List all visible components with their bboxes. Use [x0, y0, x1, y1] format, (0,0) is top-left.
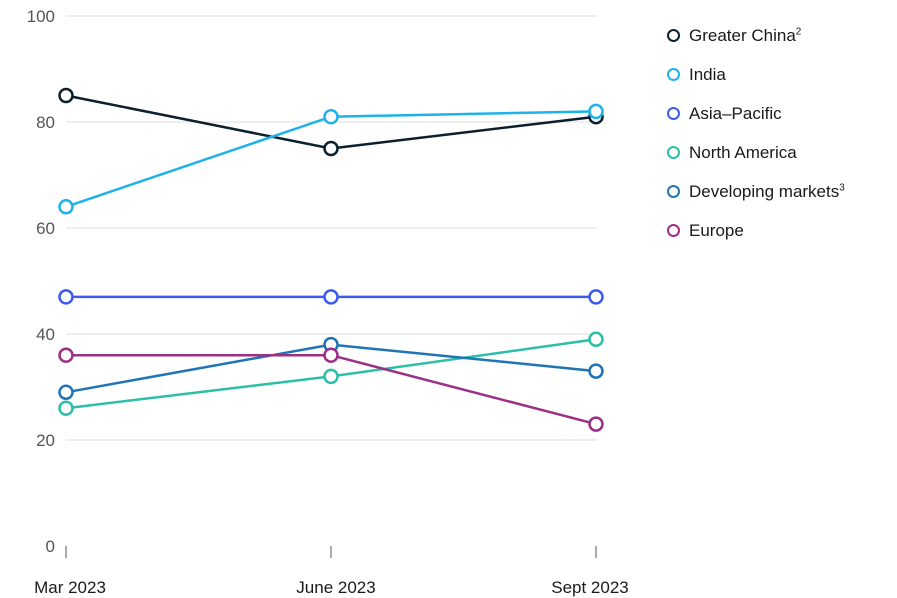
x-tick-label: Sept 2023 — [551, 578, 629, 597]
legend-label: North America — [689, 143, 797, 163]
legend-marker — [667, 68, 680, 81]
legend-item: North America — [667, 133, 845, 172]
legend-series-name: India — [689, 64, 726, 84]
data-point — [58, 347, 74, 363]
data-point — [323, 108, 339, 125]
data-point — [58, 400, 74, 416]
legend-item: Developing markets3 — [667, 172, 845, 211]
legend-item: India — [667, 55, 845, 94]
legend-item: Asia–Pacific — [667, 94, 845, 133]
y-tick-label: 40 — [36, 325, 55, 344]
data-point — [588, 416, 604, 432]
data-point — [588, 103, 604, 120]
legend-footnote: 2 — [795, 25, 802, 37]
legend-series-name: North America — [689, 142, 797, 162]
x-tick-label: Mar 2023 — [34, 578, 106, 597]
legend-marker — [667, 185, 680, 198]
legend-series-name: Developing markets — [689, 181, 840, 201]
data-point — [58, 87, 74, 104]
y-tick-label: 100 — [27, 7, 55, 26]
x-tick-label: June 2023 — [296, 578, 375, 597]
y-tick-label: 20 — [36, 431, 55, 450]
data-point — [323, 368, 339, 385]
legend-footnote: 3 — [839, 181, 845, 193]
data-point — [588, 331, 604, 348]
legend: Greater China2 India Asia–Pacific North Ame… — [667, 16, 845, 250]
data-point — [588, 289, 604, 305]
data-point — [588, 363, 604, 379]
y-tick-label: 80 — [36, 113, 55, 132]
legend-label: Greater China2 — [689, 26, 801, 46]
legend-marker — [667, 146, 680, 159]
legend-marker — [667, 224, 680, 237]
legend-label: Asia–Pacific — [689, 104, 782, 124]
series-points — [58, 87, 604, 432]
legend-label: Europe — [689, 221, 744, 241]
data-point — [323, 347, 339, 363]
legend-item: Greater China2 — [667, 16, 845, 55]
data-point — [58, 384, 74, 401]
y-axis-ticks: 0 20 40 60 80 100 — [27, 7, 55, 556]
data-point — [58, 289, 74, 305]
data-point — [323, 140, 339, 157]
legend-marker — [667, 29, 680, 42]
data-point — [323, 289, 339, 305]
x-axis: Mar 2023 June 2023 Sept 2023 — [34, 546, 629, 597]
gridlines — [66, 15, 597, 441]
series-line — [66, 353, 597, 426]
legend-series-name: Greater China — [689, 25, 796, 45]
y-tick-label: 0 — [46, 537, 55, 556]
legend-marker — [667, 107, 680, 120]
data-point — [58, 199, 74, 215]
legend-label: India — [689, 65, 726, 85]
legend-series-name: Europe — [689, 220, 744, 240]
legend-series-name: Asia–Pacific — [689, 103, 782, 123]
legend-label: Developing markets3 — [689, 182, 845, 202]
legend-item: Europe — [667, 211, 845, 250]
y-tick-label: 60 — [36, 219, 55, 238]
